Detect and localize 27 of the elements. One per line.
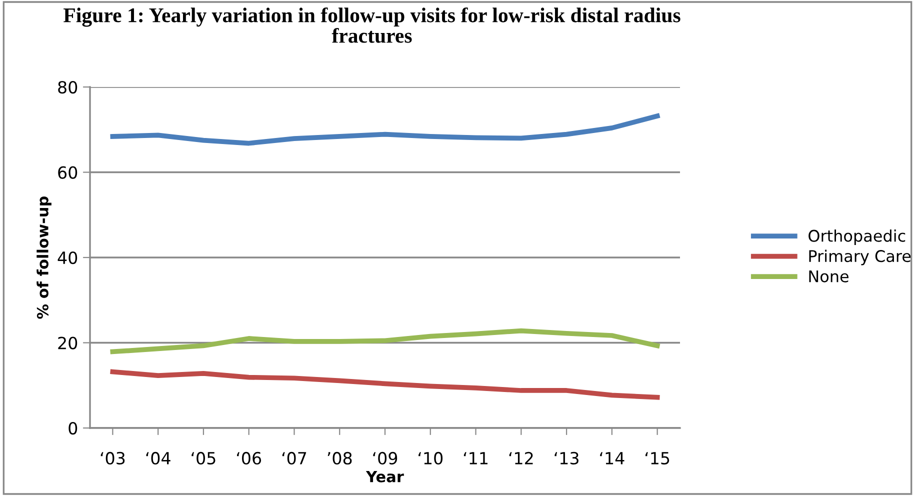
y-tick-label: 60 — [58, 166, 78, 179]
x-axis-title: Year — [366, 470, 404, 482]
legend-label: None — [809, 270, 848, 282]
y-tick-label: 80 — [58, 80, 78, 94]
x-tick-label: ‘12 — [509, 452, 533, 464]
line-series — [110, 369, 660, 400]
y-tick-label: 20 — [58, 336, 78, 350]
chart-title: Figure 1: Yearly variation in follow-up visits for low-risk distal radius fractures — [64, 7, 680, 43]
x-tick-label: ‘10 — [418, 452, 443, 465]
x-tick-label: ‘14 — [600, 452, 624, 464]
x-tick-label: ‘15 — [645, 452, 670, 465]
x-tick-label: ‘06 — [237, 452, 262, 465]
y-tick-label: 0 — [68, 422, 78, 435]
x-tick-label: ‘05 — [192, 452, 216, 465]
x-tick-label: ‘13 — [554, 452, 578, 465]
x-tick-label: ‘09 — [373, 452, 398, 465]
x-tick-label: ’08 — [328, 452, 352, 465]
x-tick-label: ‘04 — [146, 452, 170, 465]
x-tick-label: ‘11 — [464, 452, 488, 464]
y-axis-title: % of follow-up — [36, 196, 52, 319]
x-tick-label: ‘07 — [282, 452, 306, 465]
line-series — [110, 328, 660, 354]
line-series — [110, 114, 660, 146]
legend-label: Primary Care — [809, 250, 911, 266]
legend-label: Orthopaedic — [808, 230, 906, 245]
y-tick-label: 40 — [58, 251, 78, 264]
x-tick-label: ‘03 — [100, 452, 125, 465]
